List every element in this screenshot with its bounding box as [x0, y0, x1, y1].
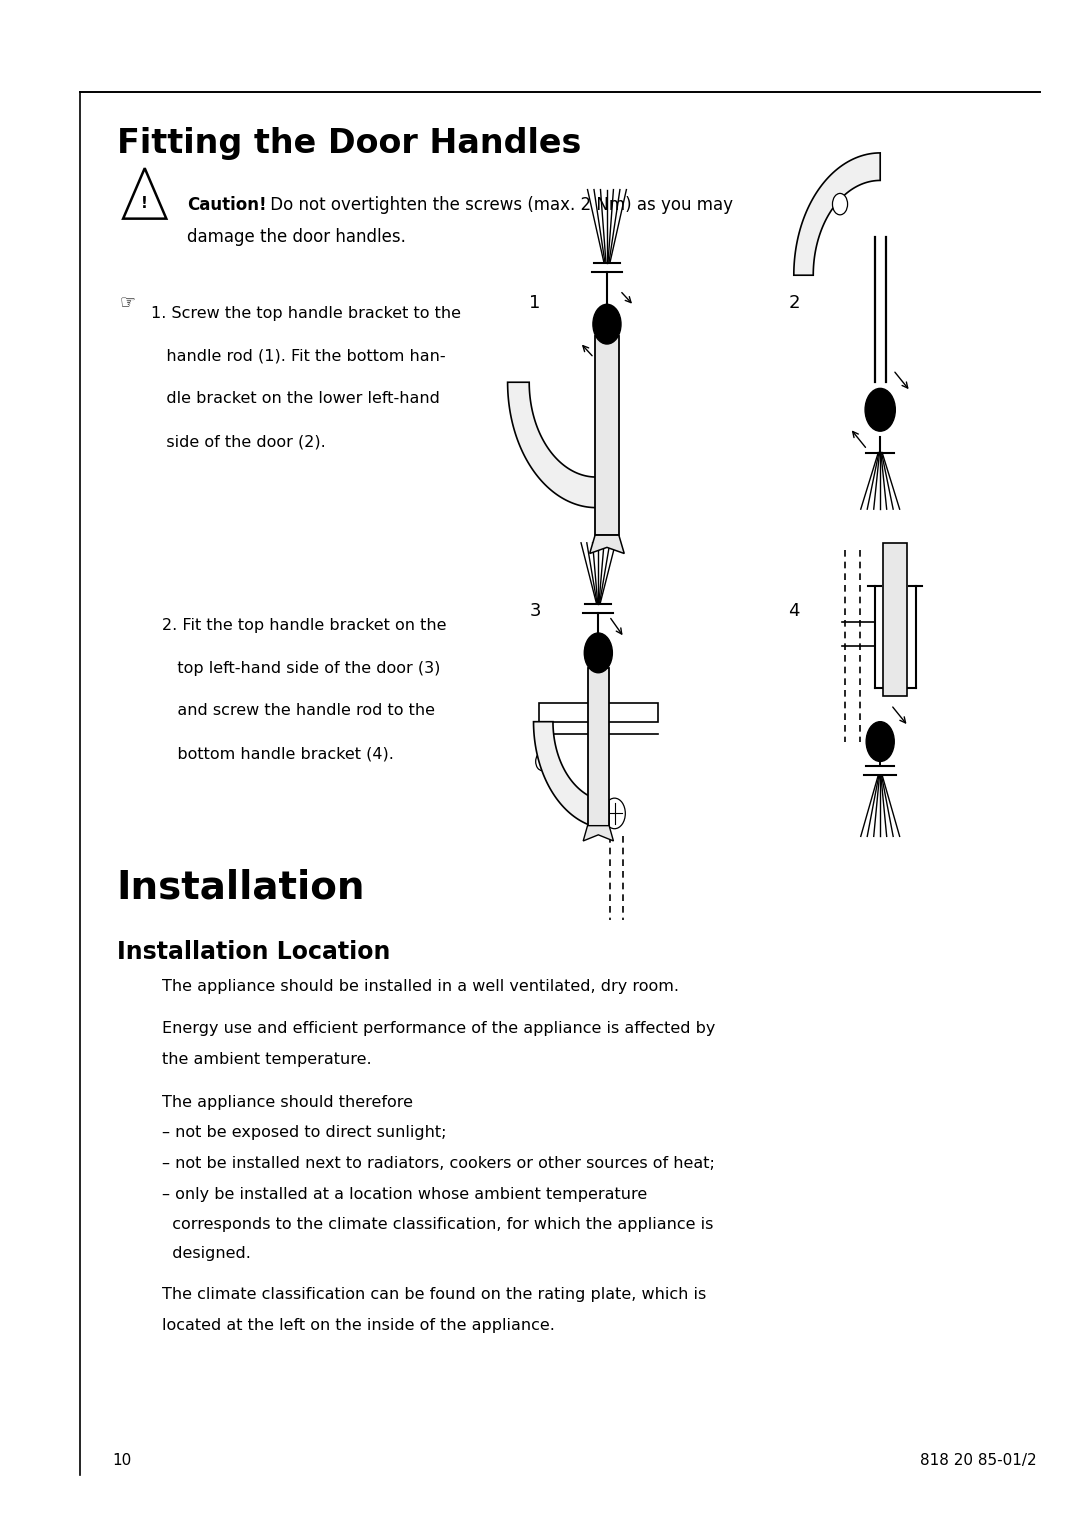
Text: – only be installed at a location whose ambient temperature: – only be installed at a location whose …: [162, 1187, 647, 1202]
Text: !: !: [141, 196, 148, 211]
Circle shape: [536, 752, 549, 771]
Text: ☞: ☞: [120, 294, 135, 312]
Text: 2: 2: [788, 294, 800, 312]
Text: Do not overtighten the screws (max. 2 Nm) as you may: Do not overtighten the screws (max. 2 Nm…: [265, 196, 732, 214]
Text: The climate classification can be found on the rating plate, which is: The climate classification can be found …: [162, 1287, 706, 1303]
Text: 3: 3: [529, 602, 541, 621]
Circle shape: [514, 416, 527, 434]
Text: 1. Screw the top handle bracket to the: 1. Screw the top handle bracket to the: [151, 306, 461, 321]
Bar: [539, 703, 658, 722]
Text: corresponds to the climate classification, for which the appliance is: corresponds to the climate classificatio…: [162, 1217, 714, 1232]
Polygon shape: [794, 153, 880, 275]
Text: handle rod (1). Fit the bottom han-: handle rod (1). Fit the bottom han-: [151, 349, 446, 364]
Text: located at the left on the inside of the appliance.: located at the left on the inside of the…: [162, 1318, 555, 1333]
Circle shape: [604, 798, 625, 829]
Text: Installation Location: Installation Location: [117, 940, 390, 965]
Bar: [595, 336, 619, 535]
Polygon shape: [508, 382, 596, 508]
Text: 2. Fit the top handle bracket on the: 2. Fit the top handle bracket on the: [162, 618, 446, 633]
Text: designed.: designed.: [162, 1246, 251, 1261]
Text: Fitting the Door Handles: Fitting the Door Handles: [117, 127, 581, 161]
Circle shape: [584, 633, 612, 673]
Text: The appliance should be installed in a well ventilated, dry room.: The appliance should be installed in a w…: [162, 979, 679, 994]
Circle shape: [593, 304, 621, 344]
Text: Energy use and efficient performance of the appliance is affected by: Energy use and efficient performance of …: [162, 1021, 715, 1037]
Circle shape: [866, 722, 894, 761]
Text: 818 20 85-01/2: 818 20 85-01/2: [920, 1453, 1037, 1468]
Text: – not be exposed to direct sunlight;: – not be exposed to direct sunlight;: [162, 1125, 446, 1141]
Circle shape: [536, 728, 549, 746]
Text: damage the door handles.: damage the door handles.: [187, 228, 406, 246]
Text: 4: 4: [788, 602, 800, 621]
Text: 10: 10: [112, 1453, 132, 1468]
Text: bottom handle bracket (4).: bottom handle bracket (4).: [162, 746, 394, 761]
Polygon shape: [583, 826, 613, 841]
Text: Installation: Installation: [117, 868, 365, 907]
Text: and screw the handle rod to the: and screw the handle rod to the: [162, 703, 435, 719]
Text: 1: 1: [529, 294, 541, 312]
Text: the ambient temperature.: the ambient temperature.: [162, 1052, 372, 1067]
Text: Caution!: Caution!: [187, 196, 267, 214]
Text: – not be installed next to radiators, cookers or other sources of heat;: – not be installed next to radiators, co…: [162, 1156, 715, 1171]
Text: The appliance should therefore: The appliance should therefore: [162, 1095, 413, 1110]
Circle shape: [865, 388, 895, 431]
Polygon shape: [590, 535, 624, 553]
Circle shape: [594, 477, 616, 508]
Bar: [588, 668, 609, 826]
Circle shape: [514, 391, 527, 410]
Text: top left-hand side of the door (3): top left-hand side of the door (3): [162, 661, 441, 676]
Text: side of the door (2).: side of the door (2).: [151, 434, 326, 450]
Bar: [883, 543, 907, 696]
Polygon shape: [534, 722, 609, 829]
Circle shape: [833, 193, 848, 214]
Text: dle bracket on the lower left-hand: dle bracket on the lower left-hand: [151, 391, 440, 407]
